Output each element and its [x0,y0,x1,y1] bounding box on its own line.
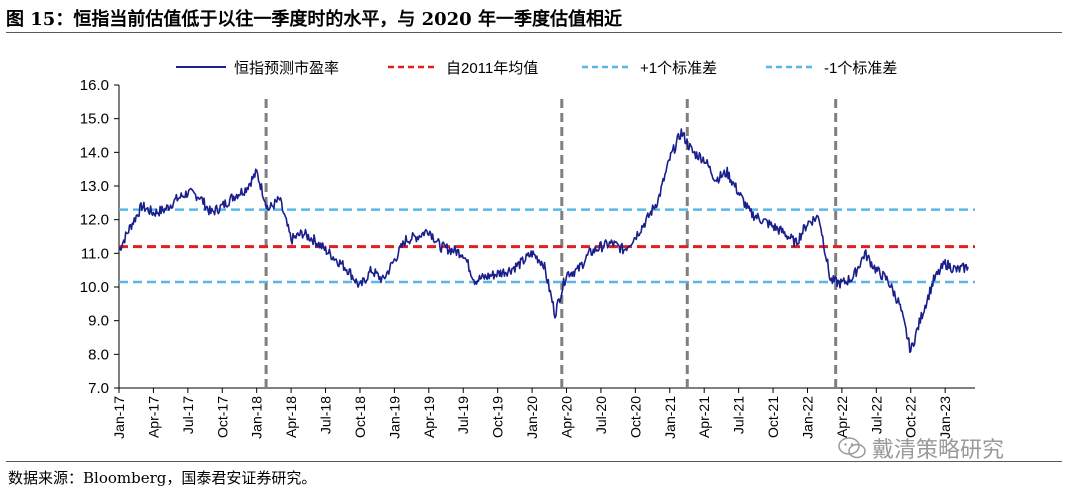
x-tick-label: Apr-22 [834,396,850,438]
x-tick-label: Oct-22 [903,396,919,438]
y-tick-label: 8.0 [88,346,109,363]
plot-area: 16.015.014.013.012.011.010.09.08.07.0Jan… [80,77,975,439]
y-tick-label: 7.0 [88,380,109,397]
x-tick-label: Jan-23 [937,396,953,439]
x-tick-label: Apr-19 [421,396,437,438]
pe-chart: 恒指预测市盈率 自2011年均值 +1个标准差 -1个标准差 16.0 15.0 1… [80,60,975,439]
x-tick-label: Jul-21 [731,396,747,434]
x-tick-label: Oct-21 [765,396,781,438]
wechat-icon [838,437,866,459]
x-tick-label: Jul-17 [180,396,196,434]
y-tick-label: 13.0 [80,178,109,195]
x-tick-label: Jul-20 [593,396,609,434]
x-tick-label: Jul-19 [455,396,471,434]
x-tick-label: Jul-22 [868,396,884,434]
figure-title: 图 15：恒指当前估值低于以往一季度时的水平，与 2020 年一季度估值相近 [6,9,622,30]
x-tick-label: Apr-18 [283,396,299,438]
y-tick-label: 15.0 [80,111,109,128]
x-tick-label: Jan-17 [111,396,127,439]
watermark: 戴清策略研究 [838,432,1004,464]
x-tick-label: Oct-17 [214,396,230,438]
x-tick-label: Jan-20 [524,396,540,439]
legend-label-mean: 自2011年均值 [446,60,538,77]
x-tick-label: Jan-19 [386,396,402,439]
x-tick-label: Oct-20 [627,396,643,438]
x-tick-label: Jan-18 [249,396,265,439]
y-tick-label: 9.0 [88,313,109,330]
y-tick-label: 14.0 [80,144,109,161]
legend: 恒指预测市盈率 自2011年均值 +1个标准差 -1个标准差 [176,60,897,77]
title-rule [6,32,1062,33]
legend-label-pe: 恒指预测市盈率 [234,60,339,77]
y-tick-label: 10.0 [80,279,109,296]
footer-rule [6,461,1062,462]
y-tick-label: 11.0 [81,245,109,262]
pe-series-line [118,128,969,354]
x-tick-label: Jul-18 [318,396,334,434]
x-tick-label: Jan-21 [662,396,678,439]
y-tick-label: 12.0 [80,212,109,229]
legend-label-plus-std: +1个标准差 [640,60,717,77]
x-tick-label: Jan-22 [799,396,815,439]
watermark-text: 戴清策略研究 [872,438,1005,463]
x-tick-label: Oct-19 [490,396,506,438]
x-tick-label: Apr-21 [696,396,712,438]
x-tick-label: Apr-20 [559,396,575,438]
legend-label-minus-std: -1个标准差 [824,60,897,77]
x-tick-label: Oct-18 [352,396,368,438]
x-tick-label: Apr-17 [145,396,161,438]
y-tick-label: 16.0 [80,77,109,94]
source-note: 数据来源：Bloomberg，国泰君安证券研究。 [8,469,317,487]
